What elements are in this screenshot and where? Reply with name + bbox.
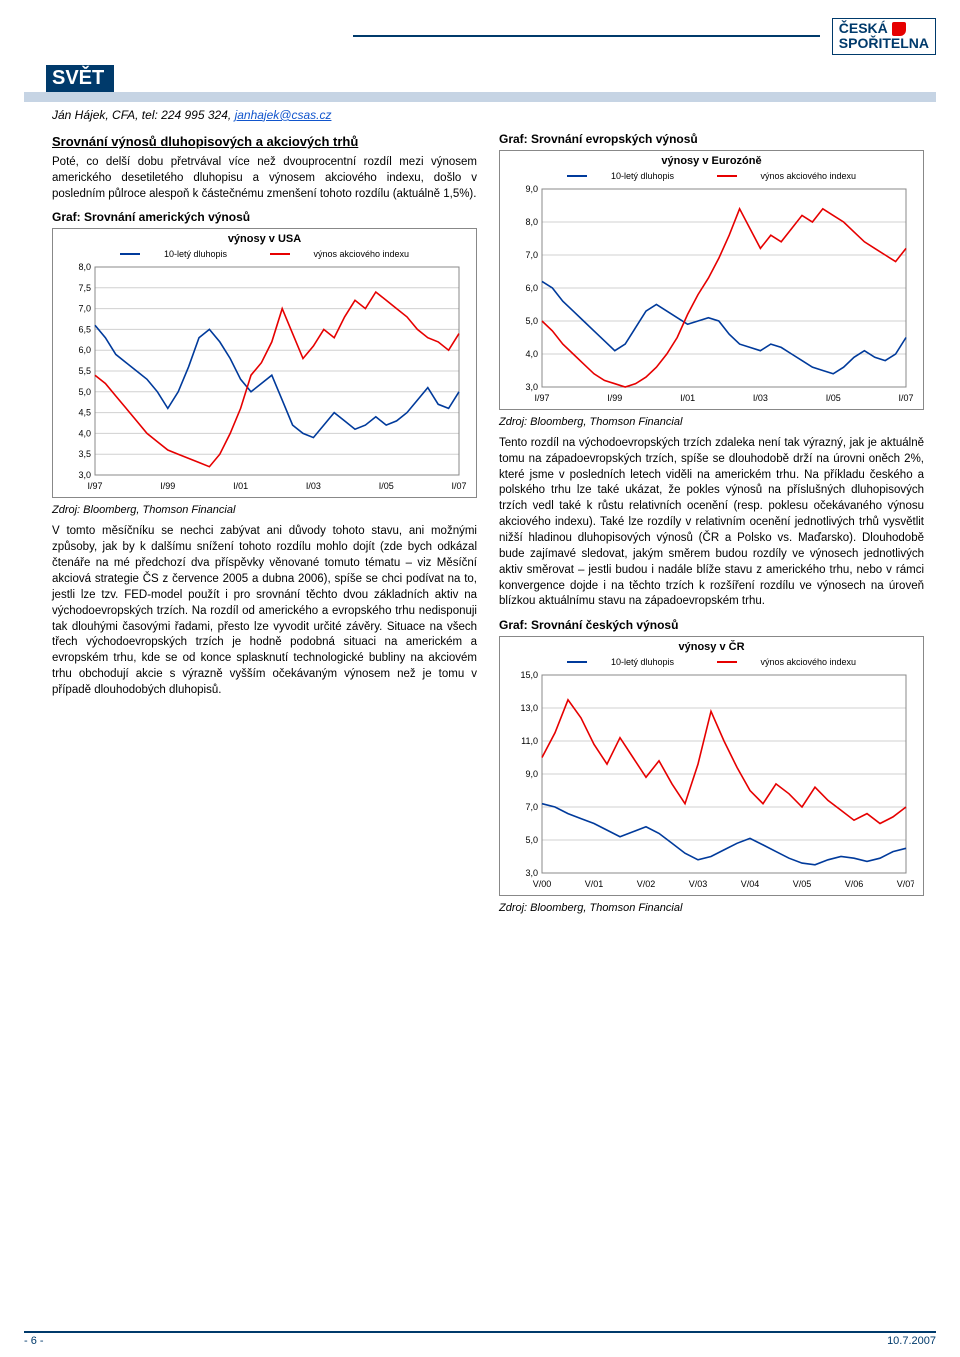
- chart1-swatch-2: [270, 253, 290, 255]
- svg-text:7,5: 7,5: [78, 283, 91, 293]
- svg-text:8,0: 8,0: [525, 217, 538, 227]
- svg-text:V/02: V/02: [637, 879, 656, 889]
- page-header: Měsíční strategie – akcie ČESKÁ SPOŘITEL…: [24, 18, 936, 55]
- svg-text:7,0: 7,0: [525, 802, 538, 812]
- svg-text:I/03: I/03: [306, 481, 321, 491]
- page-title: Měsíční strategie – akcie: [24, 21, 341, 52]
- svg-text:I/03: I/03: [753, 393, 768, 403]
- svg-text:I/01: I/01: [680, 393, 695, 403]
- chart1-legend: 10-letý dluhopis výnos akciového indexu: [57, 247, 472, 259]
- footer-date: 10.7.2007: [887, 1335, 936, 1347]
- chart1-legend-2: výnos akciového indexu: [314, 249, 410, 259]
- svg-text:I/07: I/07: [451, 481, 466, 491]
- chart1-box: výnosy v USA 10-letý dluhopis výnos akci…: [52, 228, 477, 498]
- chart3-swatch-2: [717, 661, 737, 663]
- svg-text:6,0: 6,0: [78, 346, 91, 356]
- left-source: Zdroj: Bloomberg, Thomson Financial: [52, 504, 477, 516]
- svg-text:13,0: 13,0: [520, 703, 538, 713]
- svg-text:I/01: I/01: [233, 481, 248, 491]
- chart1-title: výnosy v USA: [57, 233, 472, 245]
- svg-text:V/07: V/07: [897, 879, 914, 889]
- svg-text:6,5: 6,5: [78, 325, 91, 335]
- svg-text:5,5: 5,5: [78, 366, 91, 376]
- chart1-swatch-1: [120, 253, 140, 255]
- svg-text:V/01: V/01: [585, 879, 604, 889]
- author-name: Ján Hájek, CFA, tel: 224 995 324,: [52, 108, 235, 122]
- chart3-box: výnosy v ČR 10-letý dluhopis výnos akcio…: [499, 636, 924, 896]
- chart3-svg: 3,0 5,0 7,0 9,0 11,0 13,0 15,0 V/00 V/01 V/02 V/03…: [504, 671, 914, 891]
- section-underline: [24, 92, 936, 102]
- logo-mark-icon: [892, 22, 906, 36]
- svg-text:7,0: 7,0: [78, 304, 91, 314]
- author-email-link[interactable]: janhajek@csas.cz: [235, 108, 332, 122]
- svg-text:5,0: 5,0: [525, 835, 538, 845]
- chart3-legend-1: 10-letý dluhopis: [611, 657, 674, 667]
- chart2-label: Graf: Srovnání evropských výnosů: [499, 132, 924, 146]
- left-heading: Srovnání výnosů dluhopisových a akciovýc…: [52, 134, 477, 149]
- svg-text:I/97: I/97: [87, 481, 102, 491]
- left-p2: V tomto měsíčníku se nechci zabývat ani …: [52, 524, 477, 698]
- page-footer: - 6 - 10.7.2007: [24, 1331, 936, 1347]
- chart2-legend: 10-letý dluhopis výnos akciového indexu: [504, 169, 919, 181]
- chart2-swatch-1: [567, 175, 587, 177]
- svg-text:I/99: I/99: [607, 393, 622, 403]
- chart2-title: výnosy v Eurozóně: [504, 155, 919, 167]
- svg-text:9,0: 9,0: [525, 185, 538, 194]
- chart2-legend-2: výnos akciového indexu: [761, 171, 857, 181]
- svg-text:I/97: I/97: [534, 393, 549, 403]
- chart3-legend: 10-letý dluhopis výnos akciového indexu: [504, 655, 919, 667]
- chart2-box: výnosy v Eurozóně 10-letý dluhopis výnos…: [499, 150, 924, 410]
- chart2-swatch-2: [717, 175, 737, 177]
- svg-text:V/04: V/04: [741, 879, 760, 889]
- chart2-legend-1: 10-letý dluhopis: [611, 171, 674, 181]
- svg-text:V/03: V/03: [689, 879, 708, 889]
- left-column: Srovnání výnosů dluhopisových a akciovýc…: [52, 124, 477, 922]
- chart3-title: výnosy v ČR: [504, 641, 919, 653]
- chart3-legend-2: výnos akciového indexu: [761, 657, 857, 667]
- right-source-1: Zdroj: Bloomberg, Thomson Financial: [499, 416, 924, 428]
- chart1-svg: 3,0 3,5 4,0 4,5 5,0 5,5 6,0 6,5 7,0 7,5 8,0 I/97 I/9…: [57, 263, 467, 493]
- svg-text:I/99: I/99: [160, 481, 175, 491]
- chart3-swatch-1: [567, 661, 587, 663]
- svg-text:15,0: 15,0: [520, 671, 538, 680]
- svg-text:3,0: 3,0: [525, 382, 538, 392]
- chart3-label: Graf: Srovnání českých výnosů: [499, 618, 924, 632]
- svg-text:3,0: 3,0: [78, 470, 91, 480]
- chart1-label: Graf: Srovnání amerických výnosů: [52, 210, 477, 224]
- section-tag: SVĚT: [46, 65, 114, 92]
- svg-text:I/07: I/07: [898, 393, 913, 403]
- svg-text:8,0: 8,0: [78, 263, 91, 272]
- svg-text:V/05: V/05: [793, 879, 812, 889]
- svg-text:3,0: 3,0: [525, 868, 538, 878]
- svg-text:3,5: 3,5: [78, 450, 91, 460]
- svg-text:4,0: 4,0: [525, 349, 538, 359]
- logo-text-2: SPOŘITELNA: [839, 36, 929, 51]
- svg-text:I/05: I/05: [379, 481, 394, 491]
- svg-text:I/05: I/05: [826, 393, 841, 403]
- svg-text:5,0: 5,0: [525, 316, 538, 326]
- right-source-2: Zdroj: Bloomberg, Thomson Financial: [499, 902, 924, 914]
- svg-text:7,0: 7,0: [525, 250, 538, 260]
- logo: ČESKÁ SPOŘITELNA: [832, 18, 936, 55]
- svg-text:V/06: V/06: [845, 879, 864, 889]
- chart1-legend-1: 10-letý dluhopis: [164, 249, 227, 259]
- svg-text:5,0: 5,0: [78, 387, 91, 397]
- svg-text:6,0: 6,0: [525, 283, 538, 293]
- right-column: Graf: Srovnání evropských výnosů výnosy …: [499, 124, 924, 922]
- svg-text:4,0: 4,0: [78, 429, 91, 439]
- author-line: Ján Hájek, CFA, tel: 224 995 324, janhaj…: [52, 108, 936, 122]
- header-rule: [353, 35, 819, 37]
- svg-text:V/00: V/00: [533, 879, 552, 889]
- svg-text:9,0: 9,0: [525, 769, 538, 779]
- chart2-svg: 3,0 4,0 5,0 6,0 7,0 8,0 9,0 I/97 I/99 I/01 I/03 I/0…: [504, 185, 914, 405]
- left-p1: Poté, co delší dobu přetrvával více než …: [52, 155, 477, 203]
- right-p1: Tento rozdíl na východoevropských trzích…: [499, 436, 924, 610]
- footer-page: - 6 -: [24, 1335, 44, 1347]
- svg-text:4,5: 4,5: [78, 408, 91, 418]
- svg-text:11,0: 11,0: [521, 736, 538, 746]
